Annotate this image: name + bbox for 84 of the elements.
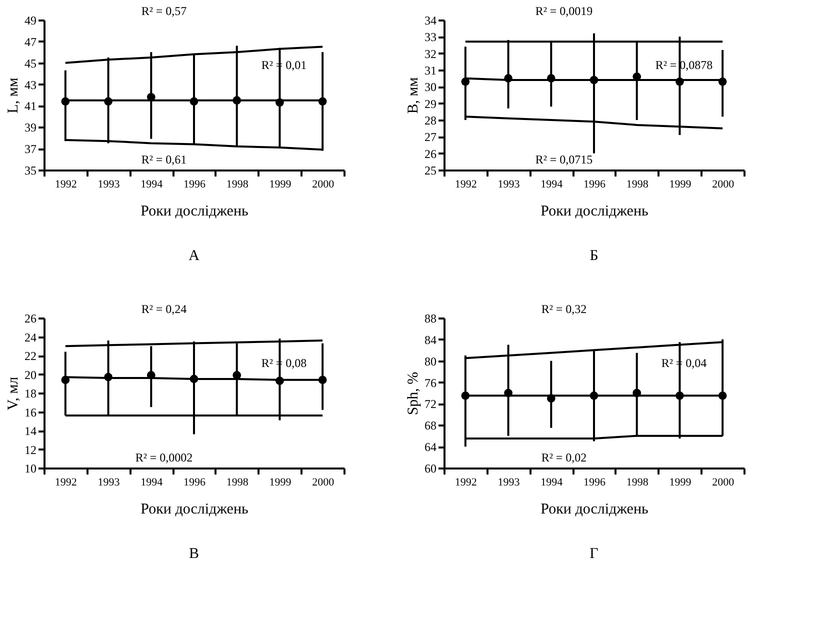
x-tick-label: 1993 bbox=[498, 178, 520, 190]
y-tick-label: 25 bbox=[424, 164, 436, 178]
y-tick-label: 10 bbox=[24, 462, 36, 476]
x-tick-label: 1999 bbox=[269, 476, 292, 488]
text: R² = 0,24 bbox=[141, 302, 187, 316]
annotation: R² = 0,0002 bbox=[135, 450, 193, 464]
x-tick-label: 1993 bbox=[498, 476, 520, 488]
text: R² = 0,0019 bbox=[535, 4, 593, 18]
y-tick-label: 26 bbox=[424, 146, 436, 161]
text: Б bbox=[590, 248, 598, 264]
annotation: R² = 0,61 bbox=[141, 152, 187, 166]
x-tick-label: 1998 bbox=[626, 178, 649, 190]
x-tick-label: 1999 bbox=[269, 178, 292, 190]
y-axis-title: L, мм bbox=[6, 77, 22, 114]
y-tick-label: 22 bbox=[24, 349, 36, 363]
annotation: R² = 0,0715 bbox=[535, 152, 593, 166]
annotation: R² = 0,0878 bbox=[655, 58, 713, 72]
y-tick-label: 60 bbox=[424, 462, 436, 476]
x-tick-label: 1999 bbox=[669, 178, 692, 190]
y-tick-label: 14 bbox=[24, 424, 36, 438]
y-tick-label: 34 bbox=[424, 14, 436, 28]
y-tick-label: 28 bbox=[424, 114, 436, 128]
y-tick-label: 26 bbox=[24, 312, 36, 326]
x-tick-label: 1992 bbox=[54, 178, 77, 190]
x-tick-label: 1994 bbox=[540, 178, 564, 190]
x-tick-label: 1994 bbox=[540, 476, 564, 488]
y-axis-title: V, мл bbox=[6, 376, 22, 410]
x-tick-label: 1998 bbox=[226, 178, 249, 190]
y-tick-label: 27 bbox=[424, 130, 436, 144]
y-tick-label: 84 bbox=[424, 332, 436, 347]
y-tick-label: 76 bbox=[424, 376, 436, 390]
text: R² = 0,32 bbox=[541, 302, 587, 316]
x-tick-label: 1996 bbox=[584, 476, 606, 488]
y-tick-label: 35 bbox=[24, 164, 36, 178]
y-tick-label: 30 bbox=[424, 80, 436, 94]
x-tick-label: 1993 bbox=[98, 178, 120, 190]
y-tick-label: 68 bbox=[424, 418, 436, 433]
y-tick-label: 24 bbox=[24, 330, 36, 344]
y-tick-label: 80 bbox=[424, 354, 436, 368]
y-tick-label: 64 bbox=[424, 440, 436, 454]
x-axis-title: Роки досліджень bbox=[540, 204, 648, 220]
text: Г bbox=[590, 546, 599, 562]
y-tick-label: 88 bbox=[424, 312, 436, 326]
x-tick-label: 2000 bbox=[312, 476, 335, 488]
x-tick-label: 2000 bbox=[712, 476, 735, 488]
y-tick-label: 72 bbox=[424, 397, 436, 412]
x-tick-label: 2000 bbox=[312, 178, 335, 190]
y-tick-label: 45 bbox=[24, 56, 36, 70]
annotation: R² = 0,02 bbox=[541, 450, 587, 464]
text: А bbox=[188, 248, 200, 264]
x-tick-label: 1998 bbox=[626, 476, 649, 488]
x-axis-title: Роки досліджень bbox=[140, 502, 248, 518]
y-tick-label: 16 bbox=[24, 405, 36, 420]
x-tick-label: 1994 bbox=[140, 178, 164, 190]
y-tick-label: 29 bbox=[424, 96, 436, 111]
x-tick-label: 2000 bbox=[712, 178, 735, 190]
x-tick-label: 1996 bbox=[184, 476, 206, 488]
y-tick-label: 43 bbox=[24, 78, 36, 92]
y-tick-label: 39 bbox=[24, 120, 36, 135]
x-tick-label: 1994 bbox=[140, 476, 164, 488]
y-axis-title: В, мм bbox=[406, 76, 422, 114]
x-axis-title: Роки досліджень bbox=[540, 502, 648, 518]
x-axis-title: Роки досліджень bbox=[140, 204, 248, 220]
y-tick-label: 41 bbox=[24, 99, 36, 114]
y-tick-label: 49 bbox=[24, 14, 36, 28]
y-tick-label: 37 bbox=[24, 142, 36, 156]
y-axis-title: Sph, % bbox=[406, 372, 422, 416]
x-tick-label: 1992 bbox=[454, 476, 477, 488]
x-tick-label: 1999 bbox=[669, 476, 692, 488]
x-tick-label: 1992 bbox=[54, 476, 77, 488]
x-tick-label: 1993 bbox=[98, 476, 120, 488]
x-tick-label: 1998 bbox=[226, 476, 249, 488]
text: В bbox=[188, 546, 200, 562]
y-tick-label: 18 bbox=[24, 386, 36, 400]
x-tick-label: 1992 bbox=[454, 178, 477, 190]
x-tick-label: 1996 bbox=[184, 178, 206, 190]
y-tick-label: 47 bbox=[24, 34, 36, 49]
text: R² = 0,57 bbox=[141, 4, 187, 18]
y-tick-label: 12 bbox=[24, 442, 36, 457]
y-tick-label: 32 bbox=[424, 46, 436, 61]
y-tick-label: 31 bbox=[424, 64, 436, 78]
y-tick-label: 20 bbox=[24, 368, 36, 382]
y-tick-label: 33 bbox=[424, 30, 436, 44]
x-tick-label: 1996 bbox=[584, 178, 606, 190]
